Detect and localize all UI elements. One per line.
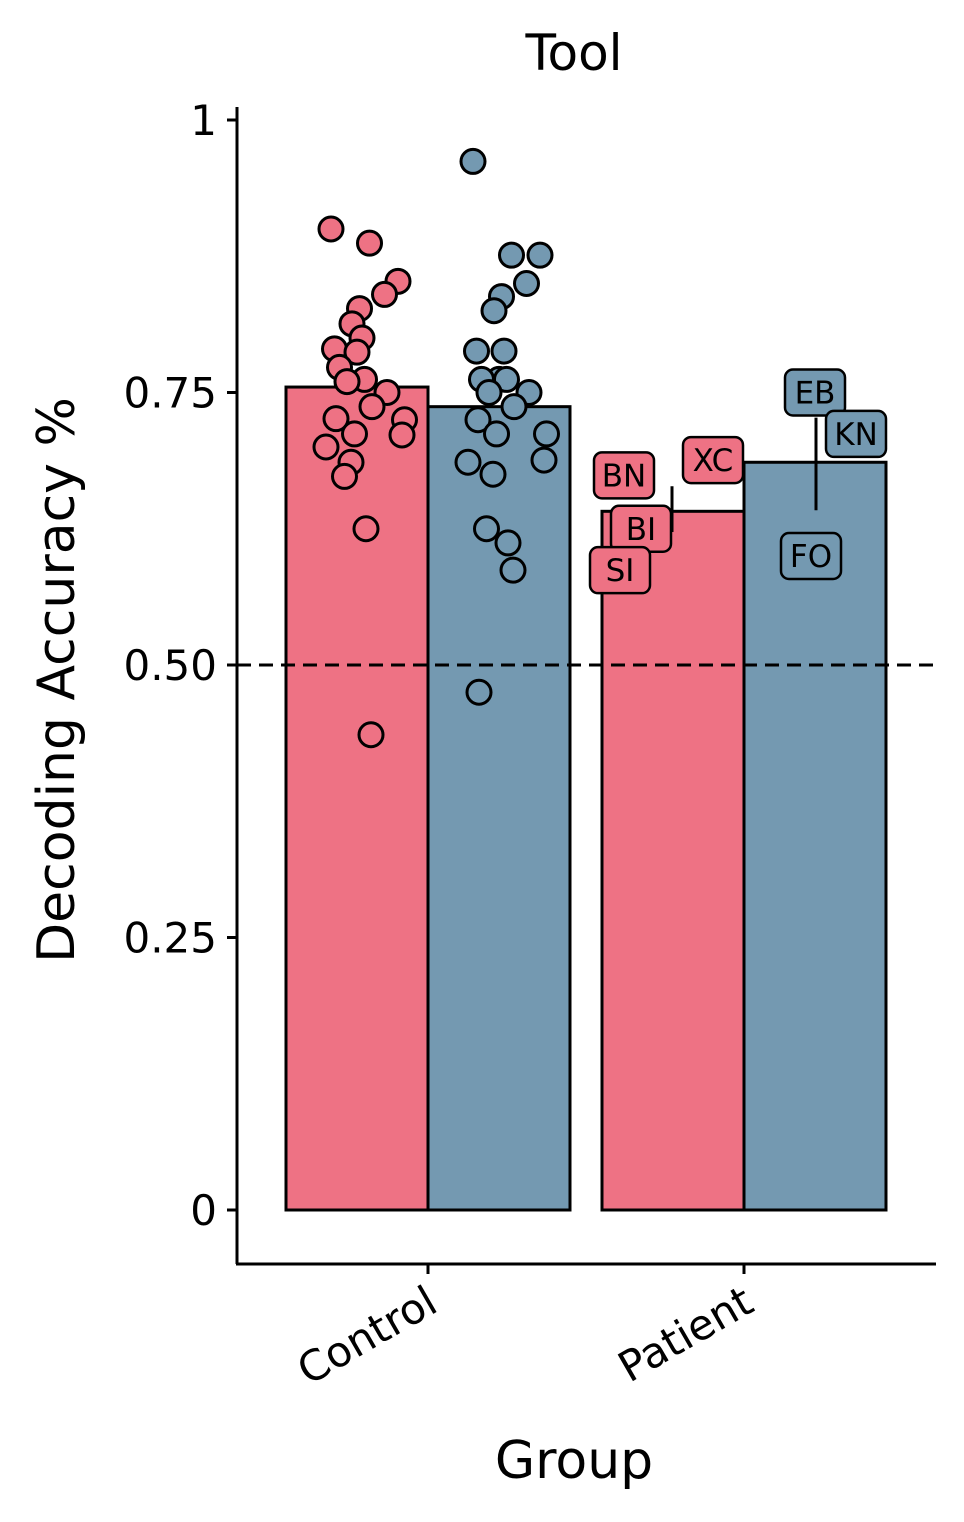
point-label-box <box>592 451 656 500</box>
bars <box>284 385 888 1212</box>
data-point <box>493 365 520 393</box>
data-point <box>526 241 554 269</box>
point-label-text: KN <box>834 417 878 453</box>
data-point <box>498 241 525 269</box>
data-point <box>333 368 361 396</box>
point-label-fo: FO <box>779 531 843 581</box>
data-point <box>479 460 507 488</box>
data-point <box>459 147 487 175</box>
point-label-bn: BN <box>592 451 656 500</box>
data-point <box>480 297 508 325</box>
data-point <box>388 421 416 449</box>
x-axis-label: Group <box>495 1431 653 1491</box>
y-tick-label: 0.75 <box>123 369 217 418</box>
bar-patient-0 <box>600 509 746 1212</box>
x-tick-label: Patient <box>610 1276 761 1392</box>
point-label-kn: KN <box>824 409 888 459</box>
data-point <box>358 393 386 421</box>
point-label-box <box>588 545 652 595</box>
data-point <box>513 270 540 297</box>
data-point <box>312 433 340 461</box>
x-tick-label: Control <box>289 1276 445 1394</box>
point-label-text: EB <box>795 376 836 412</box>
point-label-text: BN <box>602 458 646 494</box>
data-point <box>322 405 350 433</box>
bar-patient-1 <box>742 460 888 1212</box>
data-point <box>317 215 345 243</box>
data-point <box>494 529 522 557</box>
data-point <box>464 406 492 434</box>
y-tick-label: 0.25 <box>123 914 217 963</box>
point-label-si: SI <box>588 545 652 595</box>
data-point <box>533 420 560 448</box>
point-label-eb: EB <box>783 368 847 417</box>
point-label-bi: BI <box>609 504 673 553</box>
data-point <box>490 337 518 365</box>
data-point <box>371 280 398 308</box>
data-point <box>530 446 558 474</box>
point-label-text: FO <box>790 539 832 575</box>
chart-title: Tool <box>524 24 622 82</box>
point-label-xc: XC <box>681 435 745 485</box>
data-point <box>341 420 368 448</box>
data-point <box>473 515 500 543</box>
data-point <box>454 448 482 476</box>
data-points <box>312 147 560 749</box>
point-label-box <box>779 531 843 581</box>
data-point <box>483 420 510 448</box>
y-tick-label: 1 <box>190 96 217 145</box>
data-point <box>352 515 380 543</box>
data-point <box>343 338 371 366</box>
point-label-box <box>783 368 847 417</box>
x-ticks: Control Patient <box>289 1264 761 1395</box>
data-point <box>356 229 383 257</box>
y-tick-label: 0.50 <box>123 641 217 690</box>
data-point <box>463 337 490 365</box>
data-point <box>465 678 493 706</box>
y-tick-label: 0 <box>190 1186 217 1235</box>
point-label-text: SI <box>606 553 635 589</box>
data-point <box>331 462 358 490</box>
y-ticks: 0 0.25 0.50 0.75 1 <box>123 96 237 1235</box>
bar-control-0 <box>284 385 430 1212</box>
data-point <box>499 556 527 584</box>
data-point <box>357 721 385 749</box>
data-point <box>500 393 528 421</box>
point-label-box <box>824 409 888 459</box>
data-point <box>475 379 503 406</box>
point-label-box <box>681 435 745 485</box>
point-label-text: BI <box>626 512 656 548</box>
y-axis-label: Decoding Accuracy % <box>27 397 87 963</box>
point-label-text: XC <box>693 443 734 479</box>
patient-labels: BN XC BI SI EB KN FO <box>588 368 888 595</box>
